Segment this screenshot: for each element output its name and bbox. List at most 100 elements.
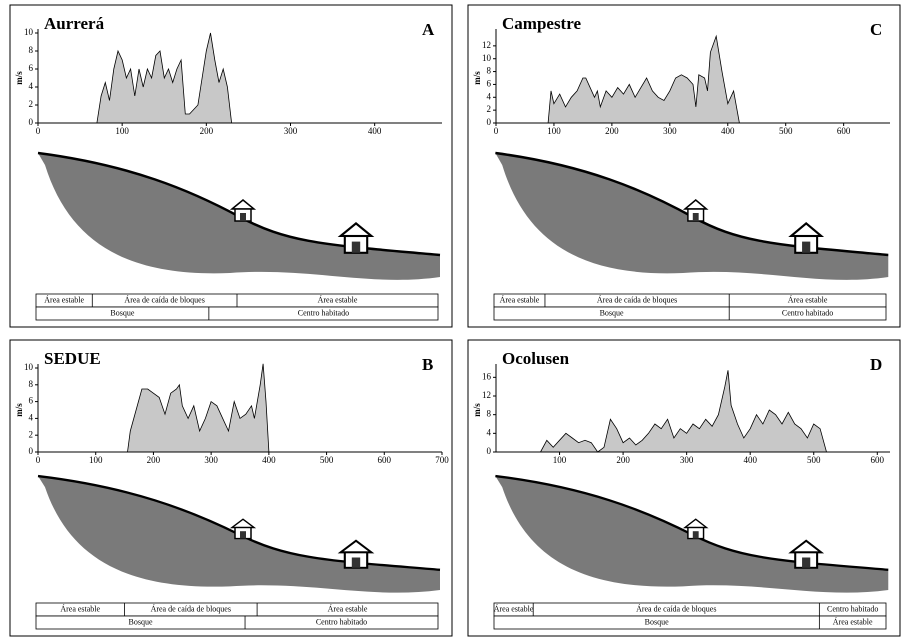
y-tick-label: 0: [487, 446, 492, 456]
velocity-area: [97, 33, 232, 123]
velocity-area: [548, 36, 739, 123]
x-tick-label: 400: [721, 126, 735, 136]
zone-row: [494, 616, 886, 629]
door: [240, 213, 246, 221]
panel-letter: A: [422, 20, 435, 39]
roof: [232, 519, 254, 527]
zone-label: Bosque: [129, 617, 153, 626]
zone-label: Área estable: [318, 294, 358, 304]
y-tick-label: 0: [29, 117, 34, 127]
door: [693, 531, 699, 538]
x-tick-label: 300: [680, 455, 694, 465]
x-tick-label: 600: [378, 455, 392, 465]
x-tick-label: 300: [204, 455, 218, 465]
chart-title: Ocolusen: [502, 349, 570, 368]
x-tick-label: 300: [663, 126, 677, 136]
zone-label: Bosque: [600, 308, 624, 317]
zone-label: Área estable: [833, 616, 873, 626]
x-tick-label: 0: [36, 455, 41, 465]
x-tick-label: 500: [320, 455, 334, 465]
x-tick-label: 400: [743, 455, 757, 465]
door: [352, 557, 360, 567]
x-tick-label: 500: [779, 126, 793, 136]
y-tick-label: 8: [29, 45, 34, 55]
door: [802, 242, 810, 253]
zone-label: Bosque: [110, 308, 134, 317]
zone-label: Área estable: [328, 603, 368, 613]
terrain: [495, 476, 888, 593]
door: [240, 531, 246, 538]
x-tick-label: 600: [837, 126, 851, 136]
door: [802, 557, 810, 567]
roof: [341, 223, 372, 236]
y-axis-label: m/s: [472, 403, 482, 417]
x-tick-label: 100: [115, 126, 129, 136]
roof: [791, 223, 821, 236]
roof: [685, 519, 707, 527]
roof: [791, 541, 821, 553]
panel-letter: D: [870, 355, 882, 374]
chart-title: Campestre: [502, 14, 581, 33]
y-tick-label: 8: [29, 379, 34, 389]
y-axis-label: m/s: [472, 71, 482, 85]
velocity-area: [128, 364, 269, 452]
y-tick-label: 12: [482, 390, 491, 400]
zone-label: Área estable: [60, 603, 100, 613]
chart-title: Aurrerá: [44, 14, 105, 33]
y-tick-label: 2: [29, 99, 34, 109]
velocity-area: [541, 370, 827, 452]
house-icon: [685, 519, 707, 538]
x-tick-label: 200: [605, 126, 619, 136]
x-tick-label: 0: [494, 126, 499, 136]
zone-label: Área estable: [494, 603, 534, 613]
x-tick-label: 100: [547, 126, 561, 136]
x-tick-label: 400: [368, 126, 382, 136]
door: [693, 213, 699, 221]
y-tick-label: 8: [487, 66, 492, 76]
zone-label: Área de caída de bloques: [597, 294, 677, 304]
terrain: [495, 153, 888, 280]
y-axis-label: m/s: [14, 403, 24, 417]
panel-letter: B: [422, 355, 433, 374]
zone-label: Área estable: [500, 294, 540, 304]
x-tick-label: 200: [616, 455, 630, 465]
figure: AurreráAm/s02468100100200300400Área esta…: [0, 0, 907, 640]
settlement-icon: [341, 541, 372, 568]
settlement-icon: [791, 223, 821, 252]
zone-row: [36, 616, 438, 629]
y-tick-label: 8: [487, 409, 492, 419]
y-tick-label: 2: [29, 429, 34, 439]
y-tick-label: 0: [29, 446, 34, 456]
zone-label: Bosque: [645, 617, 669, 626]
zone-label: Centro habitado: [782, 308, 833, 317]
zone-row: [36, 307, 438, 320]
panel-letter: C: [870, 20, 882, 39]
roof: [232, 200, 254, 209]
terrain: [38, 476, 440, 593]
terrain: [38, 153, 440, 280]
y-tick-label: 6: [29, 63, 34, 73]
chart-title: SEDUE: [44, 349, 101, 368]
x-tick-label: 200: [147, 455, 161, 465]
zone-label: Área estable: [788, 294, 828, 304]
x-tick-label: 200: [200, 126, 214, 136]
house-icon: [232, 519, 254, 538]
y-tick-label: 10: [24, 362, 34, 372]
y-tick-label: 10: [24, 27, 34, 37]
x-tick-label: 300: [284, 126, 298, 136]
y-tick-label: 0: [487, 117, 492, 127]
zone-label: Área de caída de bloques: [124, 294, 204, 304]
y-tick-label: 2: [487, 104, 492, 114]
zone-label: Centro habitado: [827, 604, 878, 613]
x-tick-label: 600: [871, 455, 885, 465]
x-tick-label: 100: [89, 455, 103, 465]
x-tick-label: 100: [553, 455, 567, 465]
house-icon: [685, 200, 707, 221]
zone-label: Centro habitado: [298, 308, 349, 317]
roof: [341, 541, 372, 553]
x-tick-label: 700: [435, 455, 449, 465]
y-tick-label: 4: [29, 81, 34, 91]
